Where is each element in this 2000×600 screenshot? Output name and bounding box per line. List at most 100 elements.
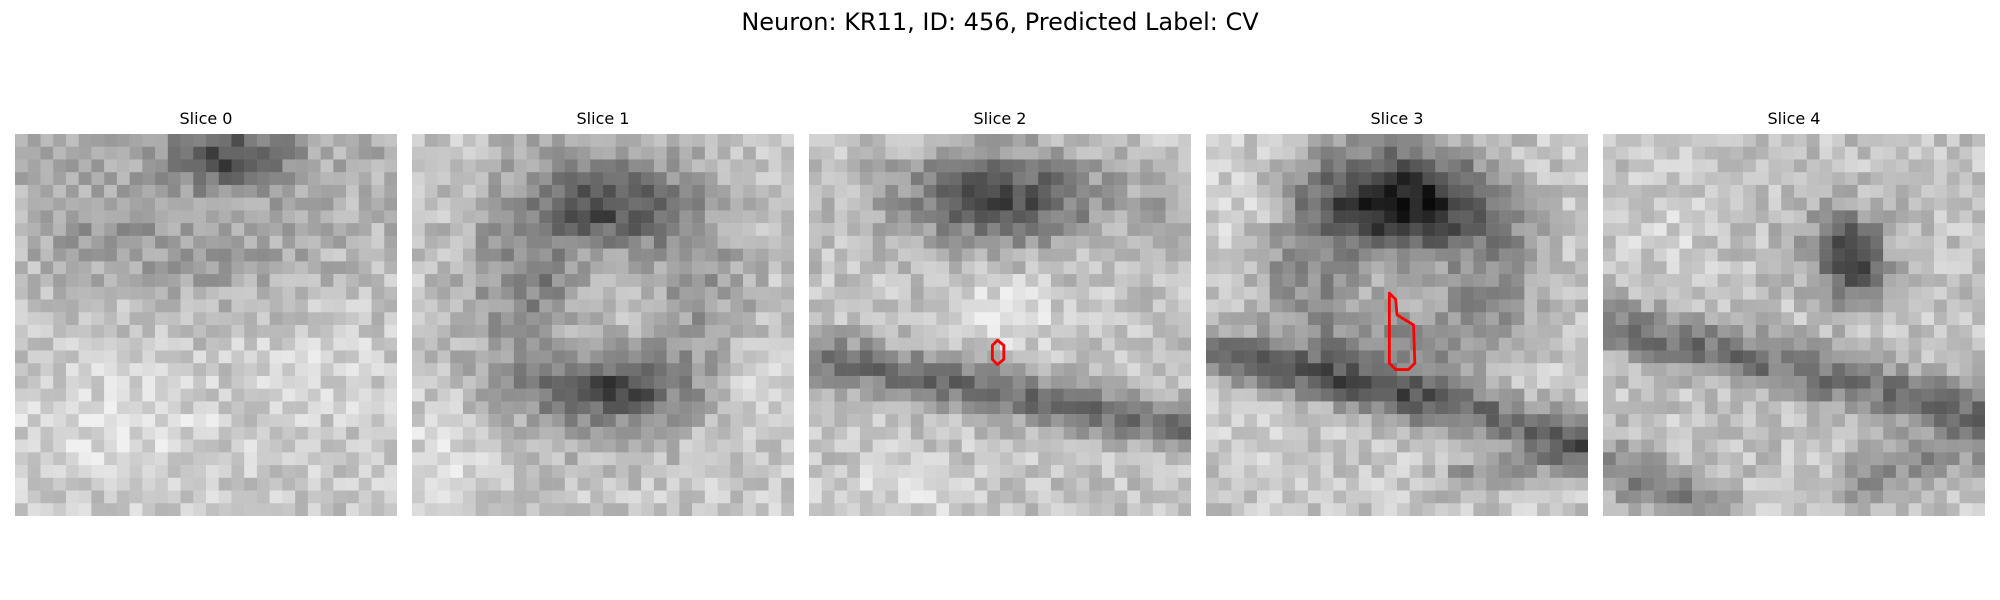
pixel xyxy=(1628,223,1642,237)
pixel xyxy=(692,401,706,415)
pixel xyxy=(488,274,502,288)
pixel xyxy=(1473,312,1487,326)
slice-panel-0: Slice 0 xyxy=(15,108,397,516)
pixel xyxy=(1679,274,1693,288)
pixel xyxy=(730,337,744,351)
pixel xyxy=(768,452,782,466)
pixel xyxy=(1704,503,1718,516)
pixel xyxy=(898,414,912,428)
pixel xyxy=(206,172,219,186)
pixel xyxy=(1575,490,1588,504)
pixel xyxy=(1549,299,1563,313)
pixel xyxy=(1781,197,1795,211)
pixel xyxy=(539,439,553,453)
pixel xyxy=(923,184,937,198)
pixel xyxy=(1127,312,1141,326)
pixel xyxy=(462,350,476,364)
pixel xyxy=(1641,248,1655,262)
pixel xyxy=(1384,261,1398,275)
pixel xyxy=(167,274,181,288)
pixel xyxy=(206,401,219,415)
pixel xyxy=(1692,477,1706,491)
pixel xyxy=(1025,401,1039,415)
pixel xyxy=(1320,337,1334,351)
pixel xyxy=(1320,159,1334,173)
pixel xyxy=(743,503,757,516)
pixel xyxy=(1844,350,1858,364)
pixel xyxy=(1025,503,1039,516)
pixel xyxy=(1908,197,1922,211)
pixel xyxy=(1025,490,1039,504)
pixel xyxy=(462,248,476,262)
pixel xyxy=(1218,299,1232,313)
pixel xyxy=(155,146,169,160)
pixel xyxy=(1628,426,1642,440)
pixel xyxy=(142,172,156,186)
pixel xyxy=(1165,452,1179,466)
pixel xyxy=(898,465,912,479)
pixel xyxy=(1384,401,1398,415)
pixel xyxy=(821,172,835,186)
pixel xyxy=(1346,337,1360,351)
pixel xyxy=(1717,223,1731,237)
pixel xyxy=(1165,299,1179,313)
pixel xyxy=(834,299,848,313)
pixel xyxy=(1218,134,1232,147)
pixel xyxy=(1575,477,1588,491)
pixel xyxy=(1895,248,1909,262)
pixel xyxy=(1473,426,1487,440)
pixel xyxy=(1165,197,1179,211)
pixel xyxy=(1346,223,1360,237)
pixel xyxy=(1346,197,1360,211)
pixel xyxy=(552,350,566,364)
pixel xyxy=(1140,452,1154,466)
pixel xyxy=(1717,184,1731,198)
pixel xyxy=(412,286,425,300)
pixel xyxy=(768,184,782,198)
pixel xyxy=(65,159,79,173)
pixel xyxy=(730,286,744,300)
pixel xyxy=(974,223,988,237)
pixel xyxy=(307,184,321,198)
pixel xyxy=(1806,210,1820,224)
pixel xyxy=(53,299,67,313)
pixel xyxy=(437,401,451,415)
pixel xyxy=(244,299,258,313)
pixel xyxy=(910,401,924,415)
pixel xyxy=(615,210,629,224)
pixel xyxy=(1435,146,1449,160)
pixel xyxy=(256,146,270,160)
pixel xyxy=(768,210,782,224)
pixel xyxy=(1819,312,1833,326)
pixel xyxy=(1946,184,1960,198)
pixel xyxy=(743,248,757,262)
pixel xyxy=(923,274,937,288)
pixel xyxy=(717,248,731,262)
pixel xyxy=(1050,388,1064,402)
pixel xyxy=(412,337,425,351)
pixel xyxy=(781,503,794,516)
pixel xyxy=(1244,439,1258,453)
pixel xyxy=(1050,210,1064,224)
pixel xyxy=(282,134,296,147)
pixel xyxy=(1972,477,1985,491)
pixel xyxy=(1140,490,1154,504)
pixel xyxy=(1333,375,1347,389)
pixel xyxy=(1384,503,1398,516)
pixel xyxy=(437,134,451,147)
pixel xyxy=(1575,337,1588,351)
pixel xyxy=(371,159,385,173)
pixel xyxy=(768,223,782,237)
pixel xyxy=(755,223,769,237)
pixel xyxy=(1768,401,1782,415)
pixel xyxy=(1832,210,1846,224)
pixel xyxy=(424,401,438,415)
pixel xyxy=(1206,414,1219,428)
pixel xyxy=(1781,414,1795,428)
pixel xyxy=(1857,503,1871,516)
pixel xyxy=(1524,146,1538,160)
pixel xyxy=(501,299,515,313)
pixel xyxy=(1460,210,1474,224)
pixel xyxy=(755,184,769,198)
pixel xyxy=(129,223,143,237)
